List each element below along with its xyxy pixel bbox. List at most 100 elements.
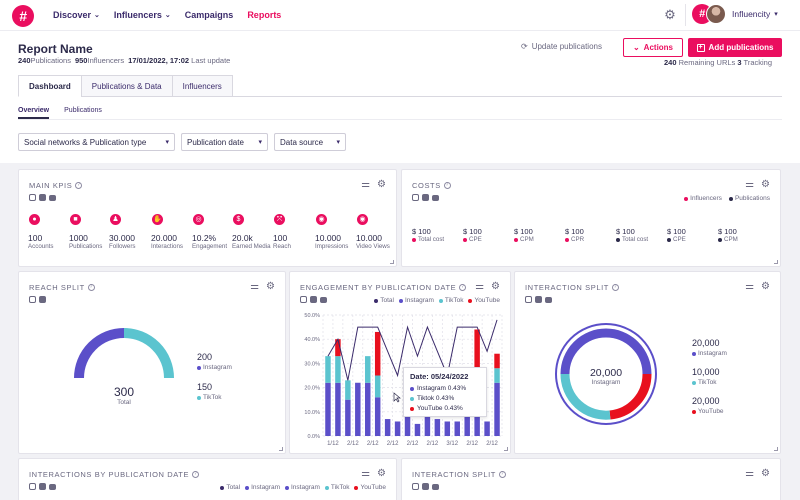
bar-youtube[interactable]: [474, 329, 480, 374]
add-publications-button[interactable]: + Add publications: [688, 38, 782, 57]
legend-item[interactable]: Instagram: [245, 484, 280, 491]
legend-item[interactable]: YouTube: [468, 297, 500, 304]
bar-instagram[interactable]: [484, 421, 490, 436]
legend-item[interactable]: TikTok: [324, 484, 349, 491]
info-icon[interactable]: ?: [459, 284, 467, 291]
gear-icon[interactable]: ⚙: [761, 468, 770, 479]
legend-item[interactable]: Total: [220, 484, 240, 491]
legend-label: TikTok: [444, 297, 464, 304]
sliders-icon[interactable]: ⚌: [745, 179, 755, 190]
legend-item[interactable]: Total: [374, 297, 394, 304]
update-publications-button[interactable]: ⟳ Update publications: [521, 42, 602, 51]
info-icon[interactable]: ?: [498, 471, 506, 478]
legend-dot: [410, 387, 414, 391]
brand-logo-icon[interactable]: #: [12, 5, 34, 27]
resize-handle-icon[interactable]: [504, 447, 508, 451]
filter-publication-date[interactable]: Publication date ▾: [181, 133, 268, 151]
bar-instagram[interactable]: [454, 421, 460, 436]
sliders-icon[interactable]: ⚌: [745, 281, 755, 292]
sliders-icon[interactable]: ⚌: [361, 468, 371, 479]
kpi-item: ◉ 10.000 Impressions: [315, 214, 360, 250]
interaction-split-card: Interaction split? ⚌ ⚙ 20,000 Instagram 2…: [514, 271, 781, 454]
gear-icon[interactable]: ⚙: [761, 281, 770, 292]
tooltip-row: Instagram 0.43%: [410, 384, 480, 394]
bar-instagram[interactable]: [325, 382, 331, 436]
tab-2[interactable]: Publications & Data: [80, 75, 172, 97]
kpi-value: 100: [273, 233, 288, 243]
total-line: [327, 319, 498, 381]
legend-item[interactable]: Instagram: [399, 297, 434, 304]
info-icon[interactable]: ?: [87, 284, 95, 291]
legend-label: Total: [380, 297, 394, 304]
tab-3[interactable]: Influencers: [171, 75, 233, 97]
reach-gauge-instagram: [74, 328, 125, 379]
bar-youtube[interactable]: [374, 331, 381, 376]
legend-dot: [354, 485, 359, 490]
card-title: Reach split?: [29, 283, 95, 292]
subtab-publications[interactable]: Publications: [64, 107, 102, 114]
tiktok-icon: [422, 194, 429, 201]
resize-handle-icon[interactable]: [279, 447, 283, 451]
legend-item[interactable]: Instagram: [285, 484, 320, 491]
resize-handle-icon[interactable]: [774, 260, 778, 264]
resize-handle-icon[interactable]: [774, 447, 778, 451]
instagram-icon: [29, 483, 36, 490]
bar-tiktok[interactable]: [494, 368, 500, 383]
gear-icon[interactable]: ⚙: [761, 179, 770, 190]
subtab-overview[interactable]: Overview: [18, 107, 50, 119]
nav-link-discover[interactable]: Discover ⌄: [53, 10, 100, 20]
nav-link-reports[interactable]: Reports: [247, 10, 281, 20]
legend-item[interactable]: YouTube: [354, 484, 386, 491]
gear-icon[interactable]: ⚙: [491, 281, 500, 292]
cost-value: $ 100: [718, 227, 737, 236]
tiktok-icon: [535, 296, 542, 303]
nav-link-influencers[interactable]: Influencers ⌄: [114, 10, 171, 20]
bar-instagram[interactable]: [374, 397, 381, 436]
bar-instagram[interactable]: [394, 421, 401, 436]
bar-tiktok[interactable]: [335, 356, 341, 383]
bar-youtube[interactable]: [494, 353, 500, 369]
bar-instagram[interactable]: [384, 419, 391, 436]
bar-instagram[interactable]: [355, 382, 361, 436]
sliders-icon[interactable]: ⚌: [475, 281, 485, 292]
nav-link-campaigns[interactable]: Campaigns: [185, 10, 234, 20]
info-icon[interactable]: ?: [192, 471, 200, 478]
bar-tiktok[interactable]: [374, 375, 381, 398]
bar-instagram[interactable]: [444, 421, 451, 436]
info-icon[interactable]: ?: [443, 182, 451, 189]
sliders-icon[interactable]: ⚌: [250, 281, 260, 292]
legend-dot: [324, 485, 329, 490]
account-menu[interactable]: # Influencity ▾: [692, 4, 778, 24]
bar-instagram[interactable]: [335, 382, 341, 436]
resize-handle-icon[interactable]: [390, 260, 394, 264]
gear-icon[interactable]: ⚙: [266, 281, 275, 292]
gear-icon[interactable]: ⚙: [377, 179, 386, 190]
bar-youtube[interactable]: [335, 339, 341, 357]
settings-gear-icon[interactable]: ⚙: [664, 7, 676, 22]
avatar: [706, 4, 726, 24]
actions-button[interactable]: ⌄ Actions: [623, 38, 683, 57]
bar-tiktok[interactable]: [325, 356, 331, 383]
tab-1[interactable]: Dashboard: [18, 75, 81, 97]
legend-item[interactable]: TikTok: [438, 297, 464, 304]
bar-instagram[interactable]: [365, 382, 371, 436]
sliders-icon[interactable]: ⚌: [745, 468, 755, 479]
card-title: Costs?: [412, 181, 451, 190]
legend-label: Instagram: [291, 484, 320, 491]
tooltip-row: Tiktok 0.43%: [410, 394, 480, 404]
bar-instagram[interactable]: [434, 419, 441, 436]
bar-instagram[interactable]: [494, 382, 500, 436]
filter-social-networks[interactable]: Social networks & Publication type ▾: [18, 133, 175, 151]
bar-tiktok[interactable]: [365, 356, 371, 383]
bar-instagram[interactable]: [414, 423, 421, 436]
info-icon[interactable]: ?: [611, 284, 619, 291]
filter-data-source[interactable]: Data source ▾: [274, 133, 346, 151]
gear-icon[interactable]: ⚙: [377, 468, 386, 479]
bar-instagram[interactable]: [345, 399, 351, 436]
kpi-item: ◉ 10.000 Video Views: [356, 214, 401, 250]
bar-tiktok[interactable]: [345, 380, 351, 400]
y-tick-label: 50.0%: [304, 313, 320, 319]
sliders-icon[interactable]: ⚌: [361, 179, 371, 190]
info-icon[interactable]: ?: [75, 182, 83, 189]
reach-gauge-tiktok: [123, 328, 174, 379]
